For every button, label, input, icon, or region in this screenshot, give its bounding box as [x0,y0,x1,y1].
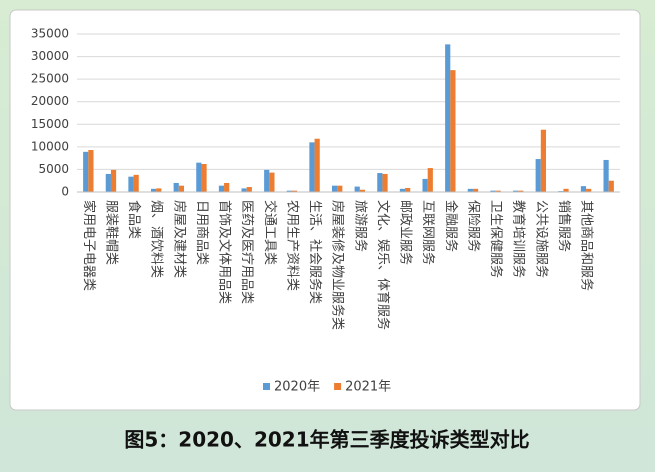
y-tick-label: 10000 [31,139,69,153]
bar [246,187,252,192]
y-tick-label: 15000 [31,117,69,131]
bar [377,173,383,192]
legend-swatch [263,383,270,390]
y-tick-label: 20000 [31,94,69,108]
bar [472,188,479,192]
x-tick-label: 服装鞋帽类 [103,200,119,265]
bar [580,186,587,192]
y-tick-label: 30000 [31,49,69,63]
bar [269,172,275,192]
bar [218,185,225,192]
x-tick-label: 旅游服务 [352,200,368,252]
x-tick-label: 教育培训服务 [511,200,527,278]
bar [105,173,111,192]
bar [490,190,496,192]
bar [518,190,524,192]
x-tick-label: 交通工具类 [262,200,278,265]
bar [399,188,406,192]
bar [178,185,185,192]
legend-swatch [334,383,342,390]
bar [241,188,247,192]
y-tick-label: 5000 [38,162,69,176]
x-tick-label: 农用生产资料类 [284,200,299,291]
x-tick-label: 烟、酒饮料类 [149,200,164,278]
bar [603,159,609,192]
x-tick-label: 销售服务 [556,200,572,252]
x-tick-label: 文化、娱乐、体育服务 [375,200,391,330]
legend-label: 2020年 [274,380,320,395]
bar [173,182,179,192]
bar [422,178,428,192]
bar [331,185,338,192]
bar [224,182,230,192]
bar [110,169,117,192]
y-tick-label: 25000 [31,72,69,86]
x-tick-label: 家用电子电器类 [81,200,97,291]
x-tick-label: 其他商品和服务 [579,200,595,291]
x-tick-label: 房屋装修及物业服务类 [330,200,346,330]
bar [540,129,547,192]
bar [337,185,343,192]
bar [291,190,298,192]
x-tick-label: 互联网服务 [420,200,436,265]
x-tick-label: 公共设施服务 [533,200,549,278]
bar [88,150,94,192]
bar [586,188,592,192]
x-tick-label: 生活、社会服务类 [307,200,323,304]
bar [495,190,501,192]
bar [563,188,569,192]
bar [405,187,411,192]
x-tick-label: 日用商品类 [194,200,209,265]
x-tick-label: 金融服务 [443,200,459,252]
x-tick-label: 房屋及建材类 [171,200,187,278]
chart-card [9,9,641,411]
legend-label: 2021年 [345,380,391,395]
bar [450,70,456,192]
y-tick-label: 35000 [31,27,69,41]
chart-title: 图5：2020、2021年第三季度投诉类型对比 [124,428,529,452]
bar [264,169,270,192]
x-tick-label: 卫生保健服务 [488,200,504,278]
bar [467,188,473,192]
x-tick-label: 医药及医疗用品类 [239,200,254,304]
bar [445,44,451,192]
bar [309,142,315,192]
x-tick-label: 食品类 [126,200,142,239]
bar [150,188,157,192]
bar [608,180,614,192]
bar [512,190,519,192]
x-tick-label: 首饰及文体用品类 [217,200,232,304]
bar [427,168,433,192]
y-tick-label: 0 [61,185,69,199]
x-tick-label: 邮政业服务 [398,200,414,265]
bar [201,164,207,192]
bar [354,186,360,192]
bar [196,162,202,192]
bar [535,159,541,192]
bar [286,190,292,192]
bar [382,173,388,192]
bar [314,138,320,192]
bar [83,151,89,192]
bar [156,188,162,192]
bar [359,189,366,192]
bar [133,174,139,192]
bar [128,176,134,192]
x-tick-label: 保险服务 [465,200,481,252]
